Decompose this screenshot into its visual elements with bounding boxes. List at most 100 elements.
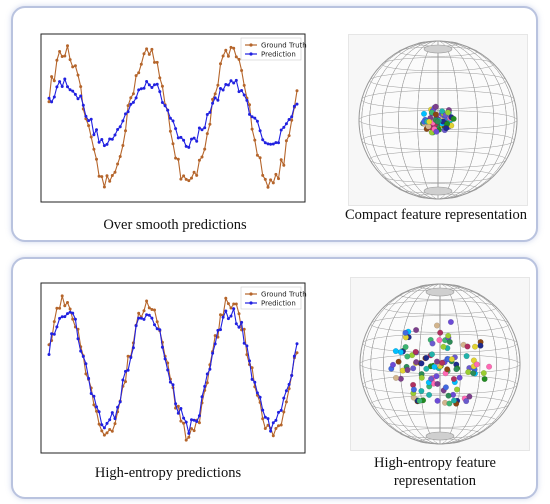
ground-truth-series-point bbox=[171, 142, 175, 146]
ground-truth-series-point bbox=[63, 304, 67, 308]
prediction-series-point bbox=[142, 317, 146, 321]
prediction-series-point bbox=[58, 80, 62, 84]
feature-point bbox=[463, 353, 470, 360]
prediction-series-point bbox=[166, 368, 170, 372]
prediction-series-point bbox=[79, 94, 83, 98]
prediction-series-point bbox=[134, 324, 138, 328]
feature-point bbox=[423, 354, 430, 361]
prediction-series-point bbox=[282, 396, 286, 400]
ground-truth-series-point bbox=[134, 74, 138, 78]
feature-point bbox=[445, 392, 452, 399]
prediction-series-point bbox=[81, 103, 85, 107]
prediction-series-point bbox=[295, 102, 299, 106]
prediction-series-point bbox=[102, 144, 106, 148]
ground-truth-series-point bbox=[192, 170, 196, 174]
prediction-series-point bbox=[242, 93, 246, 97]
feature-point bbox=[439, 108, 446, 115]
prediction-series-point bbox=[71, 311, 75, 315]
feature-point bbox=[434, 397, 441, 404]
feature-point bbox=[431, 363, 438, 370]
prediction-series-point bbox=[63, 315, 67, 319]
prediction-series bbox=[47, 77, 299, 149]
prediction-series-point bbox=[197, 414, 201, 418]
prediction-series-point bbox=[97, 140, 101, 144]
prediction-series-point bbox=[100, 423, 104, 427]
ground-truth-series-point bbox=[290, 118, 294, 122]
ground-truth-series-point bbox=[60, 294, 64, 298]
feature-point bbox=[436, 337, 443, 344]
feature-point bbox=[433, 322, 440, 329]
prediction-series-point bbox=[92, 394, 96, 398]
feature-point bbox=[397, 375, 404, 382]
ground-truth-series-point bbox=[284, 139, 288, 143]
ground-truth-series-point bbox=[100, 175, 104, 179]
prediction-series-point bbox=[187, 145, 191, 149]
prediction-series-point bbox=[110, 411, 114, 415]
feature-point bbox=[433, 373, 440, 380]
ground-truth-series-point bbox=[110, 174, 114, 177]
prediction-series-point bbox=[253, 380, 257, 384]
prediction-series-point bbox=[134, 96, 138, 100]
feature-point bbox=[433, 358, 440, 365]
ground-truth-series-point bbox=[66, 44, 69, 48]
north-pole-cap bbox=[425, 287, 455, 297]
ground-truth-series-point bbox=[258, 156, 262, 160]
prediction-series-point bbox=[229, 314, 233, 318]
north-pole-cap bbox=[423, 44, 453, 54]
feature-point bbox=[395, 358, 402, 365]
prediction-series-point bbox=[171, 119, 175, 123]
prediction-series-point bbox=[216, 328, 220, 332]
feature-point bbox=[412, 348, 419, 355]
ground-truth-series-point bbox=[166, 361, 170, 365]
ground-truth-series-point bbox=[203, 147, 207, 151]
ground-truth-series bbox=[47, 44, 299, 189]
ground-truth-series-point bbox=[282, 410, 286, 414]
prediction-series-point bbox=[126, 368, 130, 372]
ground-truth-series-point bbox=[87, 124, 91, 128]
ground-truth-series-point bbox=[160, 84, 164, 88]
prediction-series-point bbox=[71, 89, 75, 93]
prediction-series-point bbox=[255, 391, 259, 395]
feature-point bbox=[456, 374, 463, 381]
feature-point bbox=[390, 361, 397, 368]
prediction-series-point bbox=[184, 420, 188, 424]
prediction-series-point bbox=[292, 104, 296, 108]
ground-truth-series-point bbox=[66, 301, 69, 304]
ground-truth-series-point bbox=[240, 69, 244, 72]
ground-truth-series-point bbox=[126, 354, 130, 358]
high-entropy-feature-sphere bbox=[350, 277, 530, 451]
prediction-series-point bbox=[166, 108, 170, 112]
prediction-series-point bbox=[274, 141, 278, 145]
ground-truth-series-point bbox=[282, 163, 286, 167]
compact-feature-sphere bbox=[348, 34, 528, 206]
prediction-series-point bbox=[263, 141, 267, 145]
south-pole-cap bbox=[423, 186, 453, 196]
prediction-series-point bbox=[163, 104, 167, 108]
ground-truth-series-point bbox=[126, 104, 130, 108]
prediction-series-point bbox=[192, 136, 196, 140]
ground-truth-series-point bbox=[95, 157, 98, 161]
ground-truth-series-point bbox=[95, 409, 98, 413]
prediction-series-point bbox=[229, 79, 233, 83]
feature-point bbox=[473, 361, 480, 368]
ground-truth-series-point bbox=[295, 89, 299, 93]
ground-truth-series-point bbox=[121, 144, 125, 147]
prediction-series-point bbox=[269, 429, 273, 433]
prediction-series-point bbox=[153, 83, 156, 87]
feature-point bbox=[428, 375, 435, 382]
prediction-series-point bbox=[139, 316, 143, 320]
ground-truth-series-point bbox=[84, 372, 88, 376]
feature-point bbox=[448, 356, 455, 363]
prediction-series-point bbox=[68, 310, 72, 314]
prediction-series-point bbox=[240, 89, 244, 92]
prediction-series-point bbox=[240, 320, 244, 324]
ground-truth-series-point bbox=[213, 334, 217, 338]
prediction-series-point bbox=[118, 125, 122, 129]
prediction-series-point bbox=[182, 138, 186, 142]
ground-truth-series-point bbox=[226, 302, 230, 306]
prediction-series-point bbox=[89, 392, 93, 395]
ground-truth-series-point bbox=[216, 83, 220, 87]
feature-point bbox=[450, 375, 457, 382]
ground-truth-series-point bbox=[211, 97, 215, 101]
ground-truth-series-point bbox=[279, 158, 283, 162]
